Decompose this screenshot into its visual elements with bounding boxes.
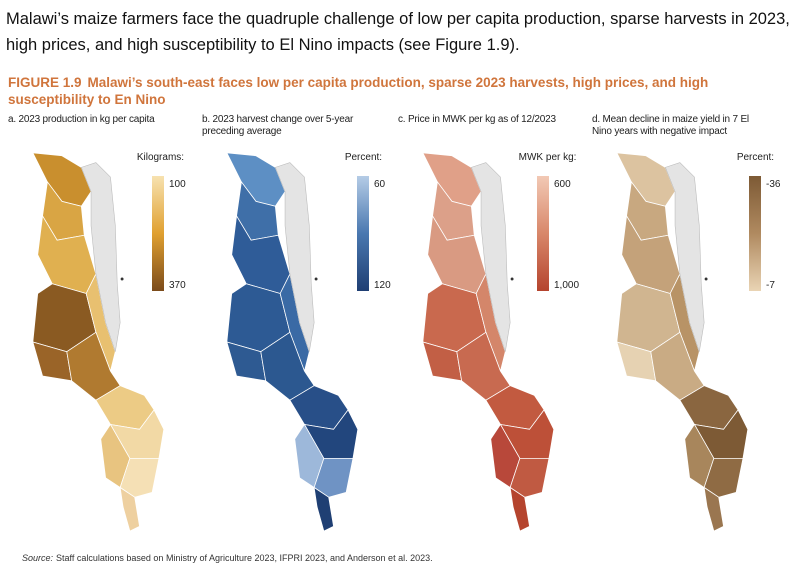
district (119, 486, 140, 532)
panel-title: d. Mean decline in maize yield in 7 El N… (592, 114, 749, 137)
district (616, 152, 676, 207)
map (226, 152, 359, 532)
lake (80, 162, 121, 352)
legend-title: MWK per kg: (518, 152, 577, 163)
city-marker (510, 277, 514, 281)
lake (470, 162, 511, 352)
map (422, 152, 555, 532)
source-label: Source: (22, 553, 54, 563)
district (119, 458, 160, 498)
map (32, 152, 165, 532)
district (313, 458, 354, 498)
legend-label: -7 (766, 280, 775, 291)
legend-label: 600 (554, 179, 571, 190)
legend-label: 370 (169, 280, 186, 291)
district (32, 152, 92, 207)
lake (664, 162, 705, 352)
legend-label: 1,000 (554, 280, 580, 291)
district (226, 152, 286, 207)
source: Source: Staff calculations based on Minis… (22, 553, 433, 563)
district (422, 152, 482, 207)
panel-title: a. 2023 production in kg per capita (8, 114, 155, 125)
city-marker (704, 277, 708, 281)
legend-bar (152, 176, 164, 291)
district (703, 486, 724, 532)
figure-title: FIGURE 1.9 Malawi’s south-east faces low … (8, 74, 793, 108)
district (509, 486, 530, 532)
district (509, 458, 550, 498)
intro-text: Malawi’s maize farmers face the quadrupl… (6, 10, 790, 54)
legend-bar (749, 176, 761, 291)
legend-label: 100 (169, 179, 186, 190)
city-marker (120, 277, 124, 281)
lake (274, 162, 315, 352)
legend-bar (537, 176, 549, 291)
legend-label: 60 (374, 179, 386, 190)
legend-bar (357, 176, 369, 291)
figure-caption: Malawi’s south-east faces low per capita… (8, 75, 709, 107)
city-marker (314, 277, 318, 281)
map (616, 152, 749, 532)
legend-label: 120 (374, 280, 391, 291)
source-text: Staff calculations based on Ministry of … (56, 553, 433, 563)
district (313, 486, 334, 532)
figure-label: FIGURE 1.9 (8, 75, 82, 90)
legend-title: Kilograms: (136, 152, 185, 163)
panel-title: c. Price in MWK per kg as of 12/2023 (398, 114, 556, 125)
legend-title: Percent: (344, 152, 383, 163)
legend-label: -36 (766, 179, 781, 190)
district (703, 458, 744, 498)
panel-title: b. 2023 harvest change over 5-year prece… (202, 114, 354, 137)
legend-title: Percent: (736, 152, 775, 163)
